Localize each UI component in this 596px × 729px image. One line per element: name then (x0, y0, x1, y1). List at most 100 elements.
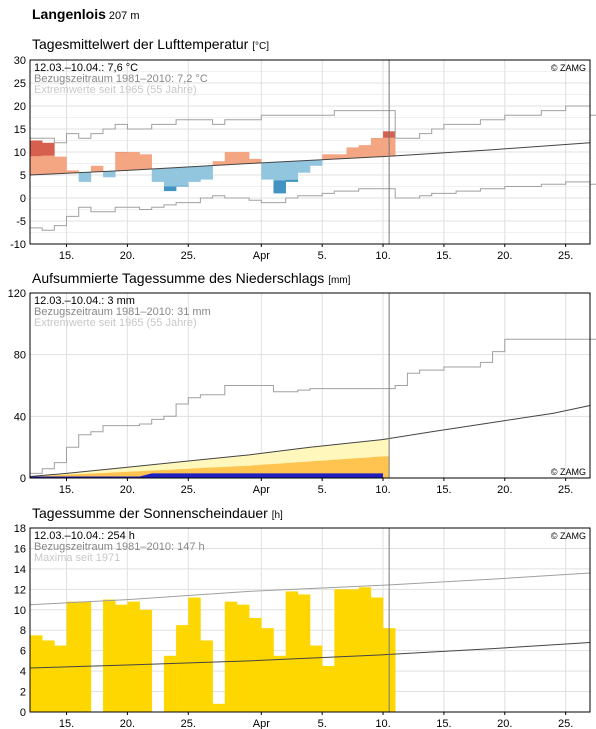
sun-bar (139, 609, 153, 712)
sun-y-tick: 16 (14, 543, 26, 555)
station-title: Langenlois 207 m (32, 6, 139, 22)
precip-copyright: © ZAMG (551, 467, 586, 477)
sun-bar (310, 645, 323, 712)
precipitation-title-text: Aufsummierte Tagessumme des Niederschlag… (32, 270, 325, 286)
temp-bar (176, 167, 189, 186)
temp-info-period: 12.03.–10.04.: 7,6 °C (34, 62, 138, 74)
temp-bar (322, 154, 335, 160)
sun-frame (29, 527, 591, 713)
sun-bar (261, 628, 274, 712)
precip-x-tick: 25. (558, 484, 573, 496)
sun-bar (66, 601, 79, 712)
sun-info-reference: Bezugszeitraum 1981–2010: 147 h (34, 541, 205, 553)
temp-y-tick: 0 (20, 193, 26, 205)
temp-y-tick: -5 (16, 216, 26, 228)
sun-bar (297, 594, 311, 712)
sun-bar (78, 601, 92, 712)
temp-bar-extreme (176, 185, 189, 187)
temperature-title-text: Tagesmittelwert der Lufttemperatur (32, 36, 249, 52)
sun-info-period: 12.03.–10.04.: 254 h (34, 530, 135, 542)
sun-y-tick: 4 (20, 666, 26, 678)
precip-x-tick: 15. (59, 484, 74, 496)
temp-bar (30, 156, 43, 175)
sun-x-tick: 10. (375, 718, 390, 729)
temp-extreme-max-line (30, 105, 596, 144)
sun-normal-line (29, 642, 591, 669)
temp-bar (224, 152, 238, 165)
temp-bar-extreme (30, 140, 43, 157)
sun-copyright: © ZAMG (551, 531, 586, 541)
temp-bar (285, 161, 299, 180)
sun-bar (42, 640, 55, 712)
temp-x-tick: 15. (59, 250, 74, 262)
temp-bar-extreme (163, 186, 177, 192)
temp-bar (358, 145, 372, 158)
temp-bar (273, 161, 286, 181)
temp-bar (103, 171, 116, 178)
sun-x-tick: 25. (181, 718, 196, 729)
sun-bar (224, 601, 238, 712)
sunshine-title-text: Tagessumme der Sonnenscheindauer (32, 505, 268, 521)
precip-x-tick: 15. (436, 484, 451, 496)
temp-bar (297, 160, 311, 173)
precip-actual-area (30, 473, 384, 478)
precip-x-tick: 10. (375, 484, 390, 496)
temperature-unit: [°C] (252, 41, 269, 52)
temp-normal-line (29, 142, 591, 176)
precip-y-tick: 120 (8, 288, 26, 300)
temp-y-tick: -10 (10, 239, 26, 251)
temp-x-tick: 20. (497, 250, 512, 262)
sun-bar (200, 640, 213, 712)
sun-bar (103, 599, 116, 712)
temp-bar (42, 155, 55, 175)
sun-bar (236, 604, 250, 712)
sun-y-tick: 10 (14, 605, 26, 617)
temp-bar (310, 160, 323, 166)
temp-x-tick: 20. (120, 250, 135, 262)
temp-bar (334, 154, 347, 159)
temp-x-tick: 10. (375, 250, 390, 262)
sun-bar (285, 591, 299, 712)
sun-y-tick: 8 (20, 625, 26, 637)
temp-x-tick: 25. (181, 250, 196, 262)
sunshine-unit: [h] (271, 510, 283, 521)
temp-copyright: © ZAMG (551, 63, 586, 73)
sun-bar (334, 589, 347, 712)
temp-y-tick: 25 (14, 78, 26, 90)
station-name: Langenlois (32, 6, 106, 22)
temp-bar-extreme (285, 179, 299, 182)
temp-bar (188, 166, 201, 182)
sun-bar (273, 655, 286, 712)
temp-bar (236, 152, 250, 164)
temp-bar (90, 165, 104, 172)
sun-bar (115, 604, 128, 712)
precip-normal-line (29, 405, 591, 477)
precip-extreme-max-line (30, 338, 596, 474)
temp-y-tick: 5 (20, 170, 26, 182)
temp-bar (370, 138, 384, 157)
precip-info-period: 12.03.–10.04.: 3 mm (34, 295, 135, 307)
temp-bar (139, 154, 153, 170)
temp-x-tick: 15. (436, 250, 451, 262)
precip-x-tick: 5. (318, 484, 327, 496)
temperature-title: Tagesmittelwert der Lufttemperatur [°C] (32, 36, 269, 52)
sun-x-tick: 5. (318, 718, 327, 729)
sun-x-tick: 25. (558, 718, 573, 729)
sun-maxima-line (29, 572, 591, 606)
temp-x-tick: Apr (253, 250, 270, 262)
temp-bar (54, 156, 67, 174)
temp-bar (249, 158, 262, 164)
precipitation-title: Aufsummierte Tagessumme des Niederschlag… (32, 270, 350, 286)
temp-bar (151, 168, 165, 182)
temp-bar (127, 152, 140, 171)
sun-y-tick: 6 (20, 646, 26, 658)
temp-bar (163, 167, 177, 187)
sun-bar (30, 635, 43, 712)
precip-x-tick: 20. (120, 484, 135, 496)
sun-y-tick: 14 (14, 564, 26, 576)
temp-bar (200, 165, 213, 180)
sun-y-tick: 18 (14, 523, 26, 535)
precip-y-tick: 40 (14, 411, 26, 423)
sun-bar (212, 703, 226, 712)
